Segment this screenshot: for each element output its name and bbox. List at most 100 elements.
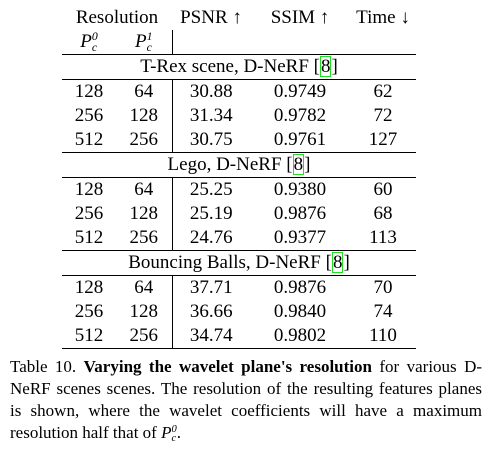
data-cell: 64: [116, 79, 173, 104]
caption: Table 10. Varying the wavelet plane's re…: [10, 356, 482, 444]
data-cell: 64: [116, 177, 173, 202]
section-title: T-Rex scene, D-NeRF [8]: [62, 54, 416, 80]
data-cell: 256: [74, 203, 104, 224]
data-cell: 25.19: [189, 203, 233, 224]
data-cell: 113: [369, 227, 397, 248]
data-cell: 0.9876: [273, 203, 327, 224]
header-row: Resolution PSNR ↑ SSIM ↑ Time ↓: [62, 6, 416, 30]
citation-bracket: [: [286, 154, 293, 175]
data-cell: 0.9761: [273, 129, 327, 150]
section-row: Lego, D-NeRF [8]: [62, 152, 416, 178]
citation-bracket: [: [313, 56, 320, 77]
data-cell: 128: [116, 104, 173, 128]
data-cell: 256: [74, 105, 104, 126]
citation-bracket: ]: [343, 252, 350, 273]
citation: 8: [292, 154, 305, 175]
data-cell: 0.9380: [273, 179, 327, 200]
data-cell: 30.88: [189, 81, 233, 102]
data-cell: 0.9782: [273, 105, 327, 126]
caption-text: for various D-NeRF scenes scenes. The re…: [10, 357, 483, 442]
data-cell: 72: [373, 105, 393, 126]
section-row: T-Rex scene, D-NeRF [8]: [62, 54, 416, 80]
data-cell: 128: [116, 300, 173, 324]
section-name: T-Rex scene, D-NeRF: [140, 56, 309, 77]
citation-bracket: ]: [331, 56, 338, 77]
math-base: P: [80, 31, 92, 52]
data-row: 256 128 36.66 0.9840 74: [62, 300, 416, 324]
data-cell: 30.75: [189, 129, 233, 150]
data-cell: 31.34: [189, 105, 233, 126]
data-cell: 0.9840: [273, 301, 327, 322]
data-cell: 128: [74, 81, 104, 102]
data-cell: 24.76: [189, 227, 233, 248]
section-title: Bouncing Balls, D-NeRF [8]: [62, 250, 416, 276]
data-cell: 128: [74, 277, 104, 298]
data-cell: 68: [373, 203, 393, 224]
data-cell: 0.9377: [273, 227, 327, 248]
math-sup: 1: [146, 30, 153, 44]
data-cell: 36.66: [189, 301, 233, 322]
data-cell: 128: [74, 179, 104, 200]
caption-end: .: [176, 423, 181, 442]
data-cell: 70: [373, 277, 393, 298]
citation-bracket: ]: [304, 154, 311, 175]
math-sub: c: [146, 40, 152, 54]
data-cell: 0.9749: [273, 81, 327, 102]
math-sub: c: [171, 433, 177, 445]
data-cell: 110: [350, 324, 416, 349]
data-cell: 256: [116, 128, 173, 153]
math-sup: 0: [171, 423, 177, 435]
header-cell: SSIM ↑: [270, 7, 330, 28]
data-cell: 256: [74, 301, 104, 322]
data-row: 512 256 30.75 0.9761 127: [62, 128, 416, 153]
data-row: 128 64 25.25 0.9380 60: [62, 177, 416, 202]
section-title: Lego, D-NeRF [8]: [62, 152, 416, 178]
data-cell: 37.71: [189, 277, 233, 298]
data-cell: 0.9802: [250, 324, 350, 349]
data-cell: 512: [74, 129, 104, 150]
caption-bold: Varying the wavelet plane's resolution: [83, 357, 372, 376]
math-base: P: [161, 423, 172, 442]
data-cell: 62: [373, 81, 393, 102]
header-cell: [250, 30, 350, 55]
header-cell: [172, 30, 250, 55]
data-cell: 128: [116, 202, 173, 226]
data-row: 128 64 37.71 0.9876 70: [62, 275, 416, 300]
caption-label: Table 10.: [10, 357, 77, 376]
header-cell: [350, 30, 416, 55]
data-row: 256 128 25.19 0.9876 68: [62, 202, 416, 226]
math-sup: 0: [91, 30, 98, 44]
data-cell: 512: [62, 324, 116, 349]
data-row: 512 256 24.76 0.9377 113: [62, 226, 416, 251]
data-row: 128 64 30.88 0.9749 62: [62, 79, 416, 104]
data-cell: 0.9876: [273, 277, 327, 298]
citation: 8: [319, 56, 332, 77]
section-name: Lego, D-NeRF: [167, 154, 282, 175]
data-cell: 74: [373, 301, 393, 322]
data-cell: 127: [368, 129, 398, 150]
data-cell: 60: [373, 179, 393, 200]
header-cell: PSNR ↑: [180, 7, 242, 28]
data-cell: 256: [116, 226, 173, 251]
citation-bracket: [: [325, 252, 332, 273]
header-cell: Time ↓: [356, 7, 410, 28]
section-name: Bouncing Balls, D-NeRF: [128, 252, 321, 273]
math-sub: c: [91, 40, 98, 54]
data-row: 512 256 34.74 0.9802 110: [62, 324, 416, 349]
data-cell: 256: [116, 324, 173, 349]
header-cell: Resolution: [75, 7, 159, 28]
data-cell: 512: [74, 227, 104, 248]
data-cell: 34.74: [172, 324, 250, 349]
citation: 8: [331, 252, 344, 273]
